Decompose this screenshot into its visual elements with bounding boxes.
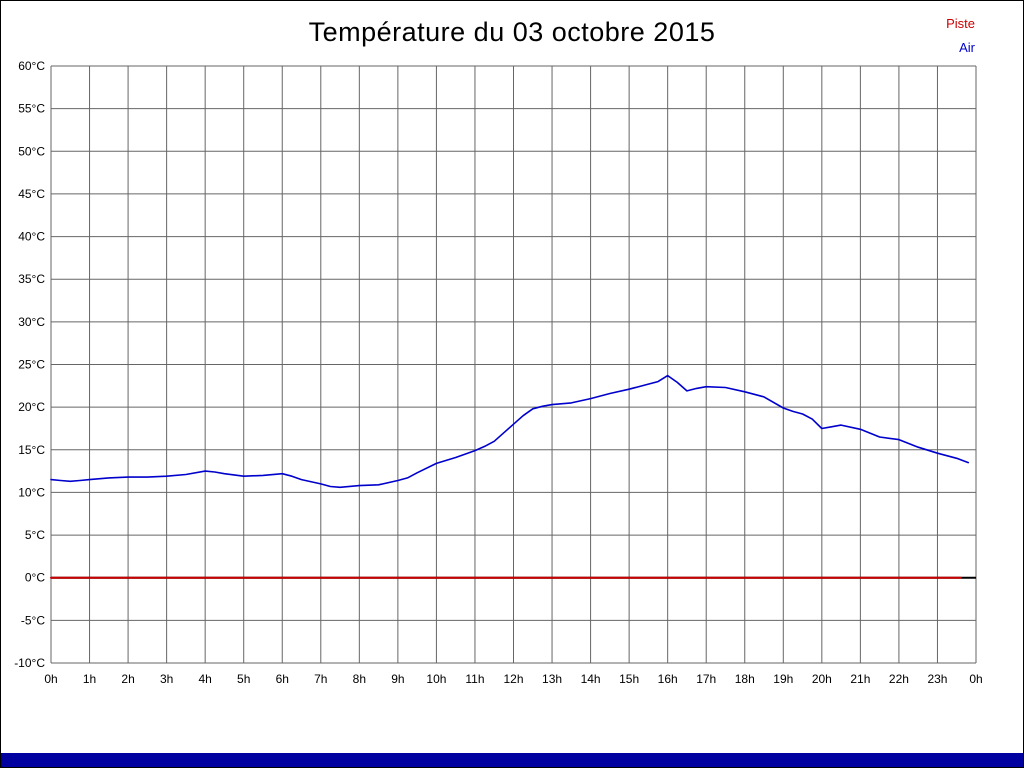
svg-text:10°C: 10°C [18,485,45,499]
legend-item-air: Air [959,40,975,55]
svg-text:19h: 19h [773,672,793,686]
svg-text:40°C: 40°C [18,230,45,244]
svg-text:0°C: 0°C [25,571,45,585]
svg-text:0h: 0h [969,672,982,686]
legend-item-piste: Piste [946,16,975,31]
footer-bar [1,753,1023,767]
svg-text:18h: 18h [735,672,755,686]
svg-text:5°C: 5°C [25,528,45,542]
svg-text:60°C: 60°C [18,59,45,73]
svg-text:1h: 1h [83,672,96,686]
svg-text:23h: 23h [927,672,947,686]
svg-text:10h: 10h [426,672,446,686]
chart-title: Température du 03 octobre 2015 [308,17,716,47]
svg-text:50°C: 50°C [18,144,45,158]
svg-text:5h: 5h [237,672,250,686]
svg-text:7h: 7h [314,672,327,686]
svg-text:3h: 3h [160,672,173,686]
svg-text:11h: 11h [465,672,484,686]
svg-text:9h: 9h [391,672,404,686]
svg-text:14h: 14h [581,672,601,686]
svg-text:25°C: 25°C [18,358,45,372]
svg-text:20h: 20h [812,672,832,686]
legend: Piste Air [946,12,975,60]
svg-text:17h: 17h [696,672,716,686]
svg-text:30°C: 30°C [18,315,45,329]
svg-text:8h: 8h [353,672,366,686]
svg-text:0h: 0h [44,672,57,686]
svg-text:-10°C: -10°C [14,656,45,670]
svg-text:55°C: 55°C [18,102,45,116]
svg-text:16h: 16h [658,672,678,686]
svg-text:2h: 2h [121,672,134,686]
svg-text:-5°C: -5°C [21,613,45,627]
svg-text:35°C: 35°C [18,272,45,286]
svg-text:12h: 12h [503,672,523,686]
svg-text:6h: 6h [276,672,289,686]
svg-text:21h: 21h [850,672,870,686]
svg-text:15h: 15h [619,672,639,686]
svg-text:22h: 22h [889,672,909,686]
svg-text:13h: 13h [542,672,562,686]
svg-text:4h: 4h [198,672,211,686]
svg-text:20°C: 20°C [18,400,45,414]
svg-text:15°C: 15°C [18,443,45,457]
svg-text:45°C: 45°C [18,187,45,201]
